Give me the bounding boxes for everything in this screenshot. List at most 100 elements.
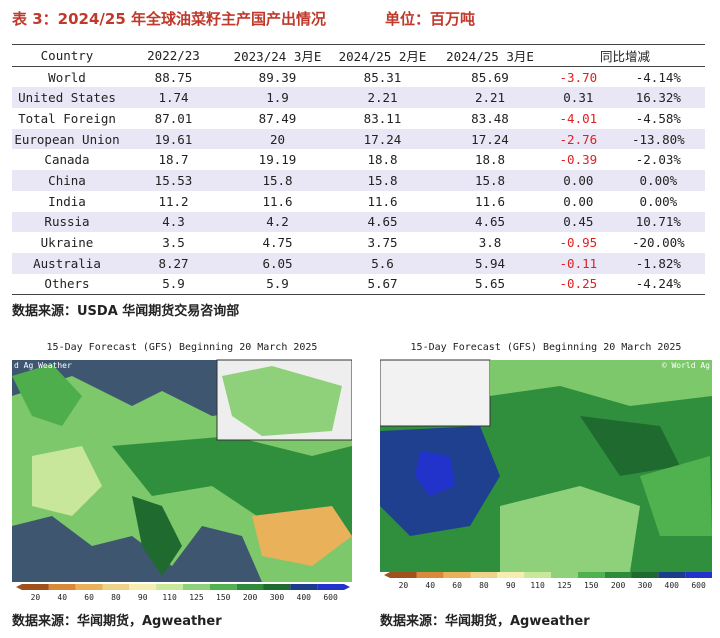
table-cell: 17.24: [471, 131, 509, 147]
legend-swatch: [290, 584, 318, 590]
table-cell: 11.2: [158, 193, 189, 209]
legend-swatch: [102, 584, 130, 590]
legend-label: 60: [452, 581, 462, 590]
table-row: European Union 19.61 20 17.24 17.24 -2.76 -13.…: [12, 128, 705, 150]
table-cell: 4.2: [266, 214, 289, 230]
table-cell: 5.67: [330, 273, 435, 296]
table-cell: 5.6: [371, 255, 394, 271]
table-cell: 20: [269, 131, 286, 147]
map-source: 数据来源：华闻期货，Agweather: [12, 614, 222, 629]
table-cell: -4.14%: [635, 69, 681, 85]
table-cell: -20.00%: [631, 235, 685, 251]
legend-swatch: [22, 584, 49, 590]
map-credit: d Ag Weather: [14, 361, 72, 370]
legend-label: 600: [323, 593, 338, 602]
table-cell: 87.01: [154, 110, 193, 126]
table-row: United States 1.74 1.9 2.21 2.21 0.31 16.32%: [12, 87, 705, 109]
table-cell: -3.70: [559, 69, 598, 85]
table-row: Total Foreign 87.01 87.49 83.11 83.48 -4.01 -4…: [12, 108, 705, 129]
table-cell: China: [48, 172, 86, 188]
table-cell: 5.9: [225, 273, 330, 296]
table-cell: -2.76: [559, 131, 598, 147]
column-header: 2023/24 3月E: [225, 44, 330, 67]
table-cell: -4.01: [559, 110, 598, 126]
legend-swatch: [577, 572, 605, 578]
table-cell: 85.31: [363, 69, 402, 85]
table-cell: 4.65: [367, 214, 398, 230]
table-cell: India: [48, 193, 86, 209]
column-header: Country: [12, 44, 122, 67]
legend-label: 600: [691, 581, 706, 590]
table-cell: 0.00: [563, 193, 594, 209]
table-cell: 15.8: [474, 172, 506, 188]
table-cell: 87.49: [258, 110, 297, 126]
column-header: 2022/23: [122, 44, 225, 67]
legend-label: 80: [111, 593, 121, 602]
table-cell: 1.9: [266, 90, 289, 106]
table-cell: -0.11: [559, 255, 598, 271]
table-cell: 11.6: [474, 193, 506, 209]
legend-swatch: [75, 584, 103, 590]
unit: 单位：百万吨: [385, 10, 476, 28]
legend-swatch: [209, 584, 237, 590]
legend-arrow: [16, 584, 22, 590]
legend-swatch: [685, 572, 712, 578]
table-cell: Others: [12, 273, 122, 296]
map-title: 15-Day Forecast (GFS) Beginning 20 March…: [411, 342, 682, 353]
table-cell: 4.65: [474, 214, 506, 230]
table-cell: -0.95: [559, 235, 598, 251]
table-cell: 3.8: [478, 235, 502, 251]
legend-swatch: [390, 572, 417, 578]
map-left: d Ag Weather 15-Day Forecast (GFS) Begin…: [12, 336, 352, 604]
table-cell: 0.00: [563, 172, 594, 188]
table-cell: European Union: [14, 131, 120, 147]
legend-label: 20: [31, 593, 41, 602]
legend-label: 60: [84, 593, 94, 602]
table-cell: 0.31: [563, 90, 594, 106]
legend-label: 200: [243, 593, 258, 602]
table: Country 2022/23 2023/24 3月E 2024/25 2月E 2024…: [12, 44, 705, 296]
legend: 20 40 60 80 90 110 125 150 200 300 400 600: [16, 584, 350, 602]
table-cell: -13.80%: [631, 131, 685, 147]
legend-swatch: [129, 584, 157, 590]
legend-label: 90: [506, 581, 516, 590]
table-row: Ukraine 3.5 4.75 3.75 3.8 -0.95 -20.00%: [12, 232, 705, 253]
legend-label: 300: [638, 581, 653, 590]
table-cell: 18.8: [367, 152, 398, 168]
table-cell: 10.71%: [635, 214, 681, 230]
legend-label: 150: [216, 593, 231, 602]
table-cell: 88.75: [154, 69, 193, 85]
table-row: Russia 4.3 4.2 4.65 4.65 0.45 10.71%: [12, 211, 705, 233]
legend-swatch: [604, 572, 632, 578]
legend-swatch: [263, 584, 291, 590]
legend-swatch: [317, 584, 344, 590]
table-cell: 4.75: [262, 235, 293, 251]
legend-label: 150: [584, 581, 599, 590]
table-cell: 15.8: [367, 172, 398, 188]
table-cell: 5.65: [435, 273, 545, 296]
map-source: 数据来源：华闻期货，Agweather: [380, 614, 590, 629]
table-cell: 89.39: [258, 69, 297, 85]
legend-swatch: [497, 572, 525, 578]
legend-swatch: [524, 572, 551, 578]
table-cell: -1.82%: [635, 255, 681, 271]
table-cell: -4.24%: [611, 273, 705, 296]
legend-swatch: [236, 584, 264, 590]
legend-swatch: [48, 584, 76, 590]
table-cell: 18.7: [158, 152, 189, 168]
table-cell: -0.25: [545, 273, 612, 296]
header-row: Country 2022/23 2023/24 3月E 2024/25 2月E 2024…: [12, 44, 705, 67]
table-row: Canada 18.7 19.19 18.8 18.8 -0.39 -2.03%: [12, 149, 705, 170]
legend-label: 20: [399, 581, 409, 590]
table-cell: 19.19: [258, 152, 297, 168]
legend-swatch: [156, 584, 183, 590]
table-cell: 19.61: [154, 131, 193, 147]
table-cell: -4.58%: [635, 110, 681, 126]
table-cell: 8.27: [158, 255, 189, 271]
table-cell: 17.24: [363, 131, 402, 147]
legend-label: 80: [479, 581, 489, 590]
legend-swatch: [443, 572, 471, 578]
legend-label: 400: [665, 581, 680, 590]
table-row: Others 5.9 5.9 5.67 5.65 -0.25 -4.24%: [12, 273, 705, 296]
